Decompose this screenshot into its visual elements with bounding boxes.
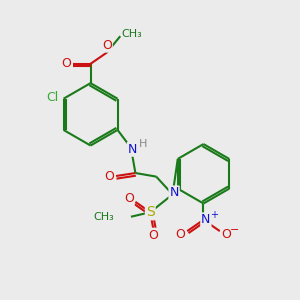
Text: −: − — [230, 225, 239, 235]
Text: N: N — [201, 213, 211, 226]
Text: CH₃: CH₃ — [122, 29, 142, 39]
Text: O: O — [102, 39, 112, 52]
Text: O: O — [105, 169, 115, 182]
Text: N: N — [169, 186, 179, 200]
Text: O: O — [148, 229, 158, 242]
Text: O: O — [176, 228, 186, 241]
Text: O: O — [124, 192, 134, 206]
Text: H: H — [139, 139, 148, 149]
Text: S: S — [146, 205, 155, 219]
Text: O: O — [61, 57, 71, 70]
Text: Cl: Cl — [46, 91, 59, 104]
Text: +: + — [210, 210, 218, 220]
Text: O: O — [221, 228, 231, 241]
Text: N: N — [128, 143, 137, 156]
Text: CH₃: CH₃ — [94, 212, 115, 222]
